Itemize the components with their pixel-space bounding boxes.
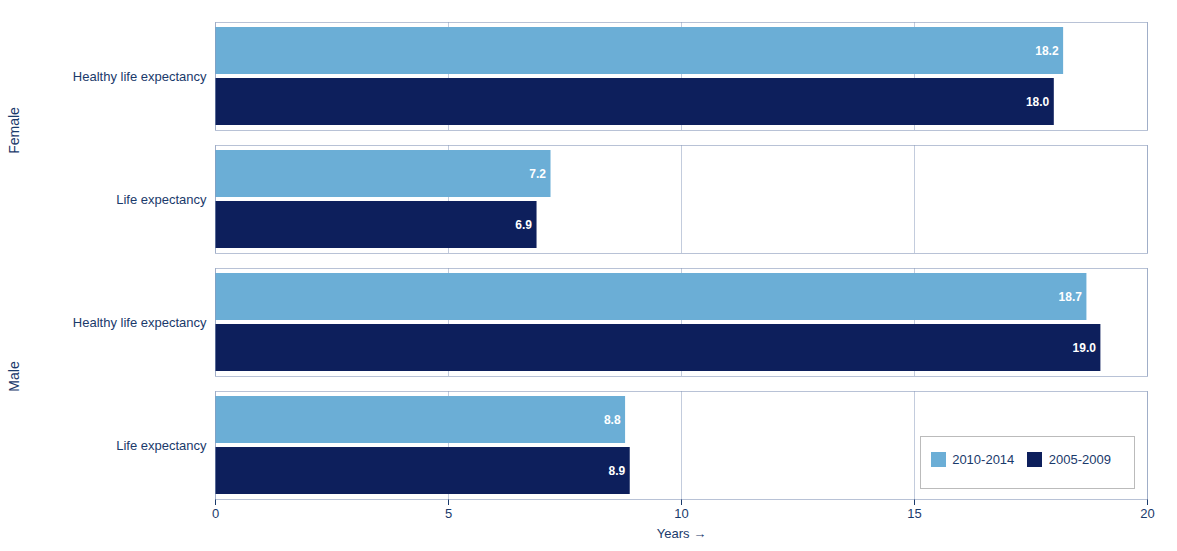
svg-text:18.7: 18.7	[1059, 290, 1083, 304]
svg-text:7.2: 7.2	[529, 167, 546, 181]
svg-text:18.0: 18.0	[1026, 95, 1050, 109]
svg-text:Healthy life expectancy: Healthy life expectancy	[73, 315, 207, 330]
svg-text:5: 5	[445, 506, 452, 521]
svg-text:Male: Male	[6, 361, 22, 392]
svg-text:0: 0	[212, 506, 219, 521]
svg-text:Life expectancy: Life expectancy	[116, 192, 207, 207]
svg-text:Healthy life expectancy: Healthy life expectancy	[73, 69, 207, 84]
svg-text:10: 10	[674, 506, 688, 521]
svg-text:Years →: Years →	[657, 526, 706, 541]
svg-text:Life expectancy: Life expectancy	[116, 438, 207, 453]
svg-text:20: 20	[1140, 506, 1154, 521]
svg-text:18.2: 18.2	[1035, 44, 1059, 58]
html-text:2005-2009: 2005-2009	[1048, 451, 1111, 467]
svg-text:15: 15	[907, 506, 921, 521]
svg-text:Female: Female	[6, 107, 22, 154]
svg-text:6.9: 6.9	[515, 218, 532, 232]
svg-text:8.9: 8.9	[609, 464, 626, 478]
svg-text:19.0: 19.0	[1073, 341, 1097, 355]
svg-text:8.8: 8.8	[604, 413, 621, 427]
html-text:2010-2014: 2010-2014	[952, 451, 1015, 467]
